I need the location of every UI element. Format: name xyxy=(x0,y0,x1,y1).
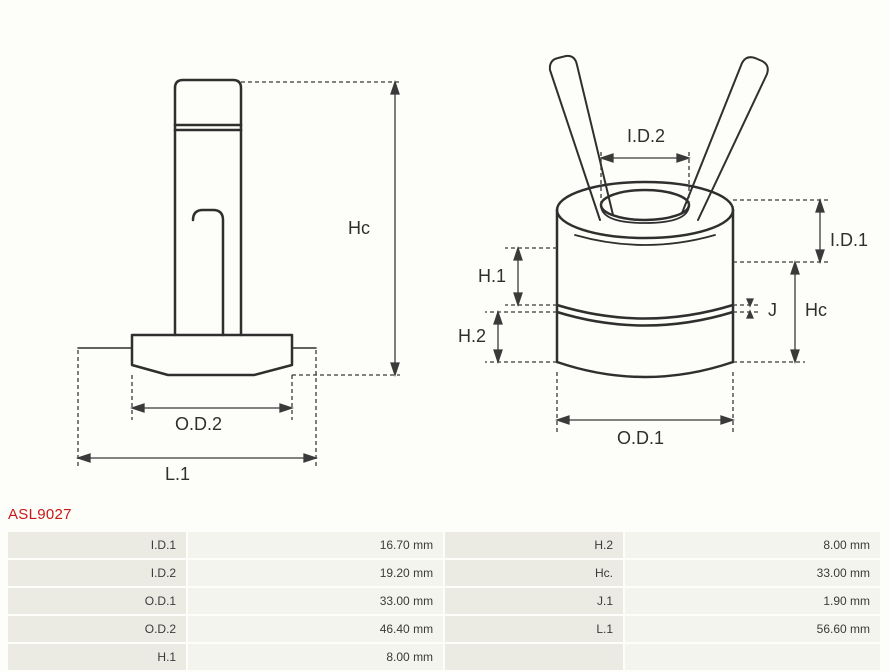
label-h2: H.2 xyxy=(458,326,486,347)
label-hc-right: Hc xyxy=(805,300,827,321)
left-view xyxy=(0,0,450,500)
spec-label xyxy=(445,644,623,670)
spec-value: 33.00 mm xyxy=(625,560,880,586)
spec-value: 8.00 mm xyxy=(188,644,443,670)
label-hc-left: Hc xyxy=(348,218,370,239)
spec-label: J.1 xyxy=(445,588,623,614)
table-row: I.D.2 19.20 mm Hc. 33.00 mm xyxy=(8,560,880,586)
spec-value: 19.20 mm xyxy=(188,560,443,586)
spec-label: L.1 xyxy=(445,616,623,642)
table-row: I.D.1 16.70 mm H.2 8.00 mm xyxy=(8,532,880,558)
spec-label: H.2 xyxy=(445,532,623,558)
table-row: O.D.2 46.40 mm L.1 56.60 mm xyxy=(8,616,880,642)
label-j: J xyxy=(768,300,777,321)
spec-label: H.1 xyxy=(8,644,186,670)
spec-value: 8.00 mm xyxy=(625,532,880,558)
label-h1: H.1 xyxy=(478,266,506,287)
spec-value: 16.70 mm xyxy=(188,532,443,558)
label-od1: O.D.1 xyxy=(617,428,664,449)
table-row: H.1 8.00 mm xyxy=(8,644,880,670)
diagram-area: Hc O.D.2 L.1 I.D.2 H.1 H.2 O.D.1 I.D.1 J… xyxy=(0,0,889,500)
table-row: O.D.1 33.00 mm J.1 1.90 mm xyxy=(8,588,880,614)
spec-table-body: I.D.1 16.70 mm H.2 8.00 mm I.D.2 19.20 m… xyxy=(8,532,880,670)
right-view xyxy=(450,0,889,500)
spec-table: I.D.1 16.70 mm H.2 8.00 mm I.D.2 19.20 m… xyxy=(6,530,882,672)
spec-label: O.D.1 xyxy=(8,588,186,614)
part-code: ASL9027 xyxy=(8,506,72,523)
label-id1: I.D.1 xyxy=(830,230,868,251)
spec-label: O.D.2 xyxy=(8,616,186,642)
spec-value xyxy=(625,644,880,670)
label-l1: L.1 xyxy=(165,464,190,485)
spec-value: 46.40 mm xyxy=(188,616,443,642)
label-id2: I.D.2 xyxy=(627,126,665,147)
spec-value: 33.00 mm xyxy=(188,588,443,614)
spec-label: I.D.2 xyxy=(8,560,186,586)
spec-value: 1.90 mm xyxy=(625,588,880,614)
spec-label: I.D.1 xyxy=(8,532,186,558)
spec-value: 56.60 mm xyxy=(625,616,880,642)
spec-label: Hc. xyxy=(445,560,623,586)
label-od2: O.D.2 xyxy=(175,414,222,435)
